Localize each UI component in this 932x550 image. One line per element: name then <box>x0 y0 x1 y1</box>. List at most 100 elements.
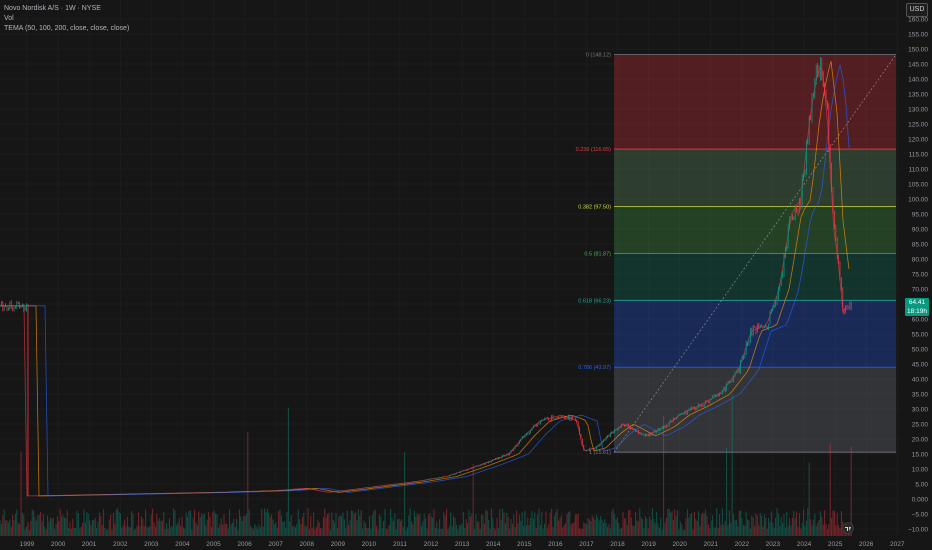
volume-bar <box>101 524 103 536</box>
volume-bar <box>595 514 597 536</box>
volume-bar <box>465 519 467 536</box>
last-price-tag: 64.41 18:19h <box>905 298 929 316</box>
volume-bar <box>56 516 58 536</box>
fib-level-label: 0.618 (66.23) <box>578 298 611 304</box>
volume-bar <box>184 528 186 536</box>
volume-bar <box>531 510 533 536</box>
time-tick-label: 2000 <box>51 541 66 548</box>
volume-bar <box>775 517 777 536</box>
volume-bar <box>307 508 309 536</box>
fibonacci-retracement[interactable]: 0 (148.12) 0.236 (116.65) 0.382 (97.50) 0.5… <box>576 53 897 457</box>
volume-bar <box>128 526 130 536</box>
volume-bar <box>262 526 264 536</box>
volume-label[interactable]: Vol <box>4 15 14 22</box>
volume-bar <box>205 525 207 536</box>
volume-bar <box>33 510 35 536</box>
volume-bar <box>216 514 218 536</box>
volume-bar <box>131 510 133 536</box>
time-tick-label: 2019 <box>641 541 656 548</box>
currency-button[interactable]: USD <box>906 3 928 17</box>
volume-bar <box>374 509 376 536</box>
price-tick-label: 90.00 <box>912 227 929 234</box>
volume-bar <box>692 529 694 536</box>
volume-bar <box>758 525 760 536</box>
volume-bar <box>3 509 5 536</box>
volume-bar <box>532 518 534 536</box>
volume-bar <box>115 509 117 536</box>
volume-bar <box>276 527 278 536</box>
volume-bar <box>783 514 785 536</box>
volume-bar <box>119 513 121 536</box>
chart-grid <box>0 0 900 536</box>
time-axis[interactable]: 1999 2000 2001 2002 2003 2004 2005 2006 2007 2008… <box>0 536 932 550</box>
volume-bar <box>132 514 134 536</box>
volume-bar <box>499 509 501 536</box>
volume-bar <box>147 527 149 536</box>
volume-bar <box>822 524 824 536</box>
volume-bar <box>308 529 310 536</box>
time-tick-label: 2004 <box>175 541 190 548</box>
volume-bar <box>597 517 599 536</box>
price-tick-label: 15.00 <box>912 452 929 459</box>
volume-bar <box>588 519 590 536</box>
volume-bar <box>367 528 369 536</box>
volume-bar <box>728 510 730 536</box>
volume-bar <box>210 526 212 536</box>
volume-bar <box>706 515 708 536</box>
time-tick-label: 2008 <box>299 541 314 548</box>
volume-bar <box>41 521 43 536</box>
symbol-title[interactable]: Novo Nordisk A/S · 1W · NYSE <box>4 5 101 12</box>
volume-bar <box>301 517 303 536</box>
price-axis[interactable]: 160.00 155.00 150.00 145.00 140.00 135.00 130.… <box>900 0 932 550</box>
volume-bar <box>335 512 337 536</box>
volume-bar <box>700 514 702 536</box>
volume-bar <box>355 512 357 536</box>
volume-bar <box>443 512 445 536</box>
volume-bar <box>468 509 470 536</box>
volume-bar <box>629 510 631 536</box>
volume-bar <box>804 525 806 536</box>
volume-bar <box>829 443 831 536</box>
volume-bar <box>230 524 232 536</box>
time-tick-label: 2027 <box>890 541 905 548</box>
price-candles <box>0 56 852 497</box>
volume-bar <box>398 518 400 536</box>
volume-bar <box>644 516 646 536</box>
volume-bar <box>755 513 757 536</box>
volume-bar <box>87 513 89 536</box>
volume-bar <box>833 510 835 536</box>
volume-bar <box>672 519 674 536</box>
price-tick-label: 80.00 <box>912 257 929 264</box>
volume-bar <box>793 510 795 536</box>
time-tick-label: 2017 <box>579 541 594 548</box>
volume-bar <box>556 508 558 536</box>
volume-bar <box>664 522 666 536</box>
volume-bar <box>521 512 523 536</box>
volume-bar <box>464 527 466 536</box>
volume-bar <box>292 526 294 536</box>
volume-bar <box>749 528 751 536</box>
volume-bar <box>0 523 2 536</box>
price-tick-label: 0.000 <box>912 497 929 504</box>
volume-bar <box>175 525 177 536</box>
tradingview-logo-icon[interactable] <box>842 522 854 534</box>
volume-bar <box>782 522 784 536</box>
indicator-label[interactable]: TEMA (50, 100, 200, close, close, close) <box>4 25 130 32</box>
volume-bar <box>488 519 490 536</box>
volume-bar <box>73 527 75 536</box>
price-tick-label: 145.00 <box>908 62 928 69</box>
volume-bar <box>535 528 537 536</box>
volume-bar <box>836 512 838 536</box>
volume-bar <box>812 519 814 536</box>
volume-bar <box>142 518 144 536</box>
volume-bar <box>58 520 60 536</box>
volume-bar <box>569 510 571 536</box>
volume-bar <box>174 510 176 536</box>
volume-bar <box>609 528 611 536</box>
time-tick-label: 2022 <box>735 541 750 548</box>
volume-bar <box>681 524 683 536</box>
volume-bar <box>329 529 331 536</box>
volume-bar <box>511 523 513 536</box>
volume-bar <box>342 512 344 536</box>
